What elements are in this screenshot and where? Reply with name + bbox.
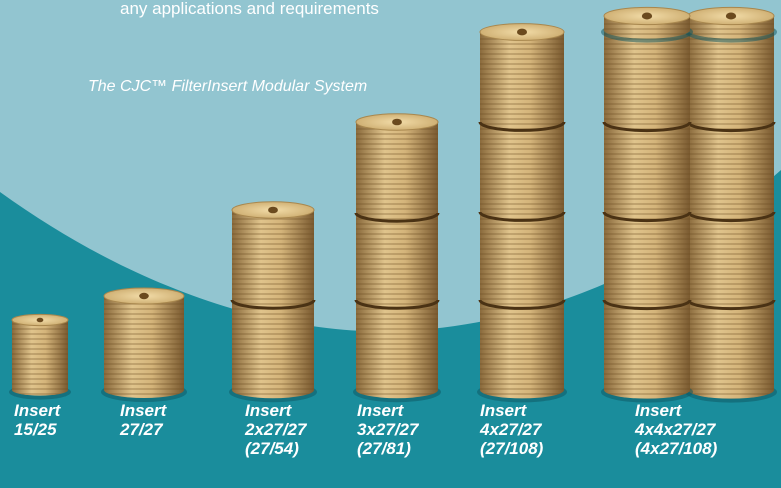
insert-hole — [37, 318, 44, 322]
filter-insert — [229, 202, 317, 402]
insert-hole — [392, 119, 402, 126]
filter-insert — [101, 288, 187, 402]
subtitle: The CJC™ FilterInsert Modular System — [88, 78, 367, 95]
product-label: Insert — [245, 401, 293, 420]
insert-stripes — [104, 296, 184, 398]
product-label: 4x4x27/27 — [634, 420, 717, 439]
product-label: Insert — [120, 401, 168, 420]
filter-insert — [685, 21, 777, 402]
product-label: (27/81) — [357, 439, 411, 458]
filter-insert — [601, 7, 693, 42]
insert-stripes — [356, 122, 438, 398]
product-label: (4x27/108) — [635, 439, 718, 458]
insert-hole — [139, 293, 149, 299]
product-label: Insert — [635, 401, 683, 420]
filter-insert — [601, 21, 693, 402]
filter-insert — [477, 24, 567, 403]
insert-stripes — [232, 210, 314, 398]
insert-hole — [642, 13, 652, 20]
product-label: 15/25 — [14, 420, 57, 439]
insert-stripes — [12, 320, 68, 396]
insert-hole — [726, 13, 736, 20]
product-label: Insert — [357, 401, 405, 420]
filter-insert — [353, 114, 441, 402]
insert-stripes — [604, 30, 690, 399]
product-label: Insert — [480, 401, 528, 420]
product-label: 2x27/27 — [244, 420, 308, 439]
product-label: Insert — [14, 401, 62, 420]
header-text: any applications and requirements — [120, 0, 379, 18]
product-label: (27/54) — [245, 439, 299, 458]
insert-stripes — [688, 30, 774, 399]
product-label: 27/27 — [119, 420, 164, 439]
product-label: 3x27/27 — [357, 420, 420, 439]
product-label: 4x27/27 — [479, 420, 543, 439]
insert-hole — [268, 207, 278, 214]
product-label: (27/108) — [480, 439, 544, 458]
insert-hole — [517, 29, 527, 36]
filter-insert — [685, 7, 777, 42]
filter-insert — [9, 314, 71, 399]
insert-stripes — [480, 32, 564, 398]
illustration: any applications and requirements The CJ… — [0, 0, 781, 488]
